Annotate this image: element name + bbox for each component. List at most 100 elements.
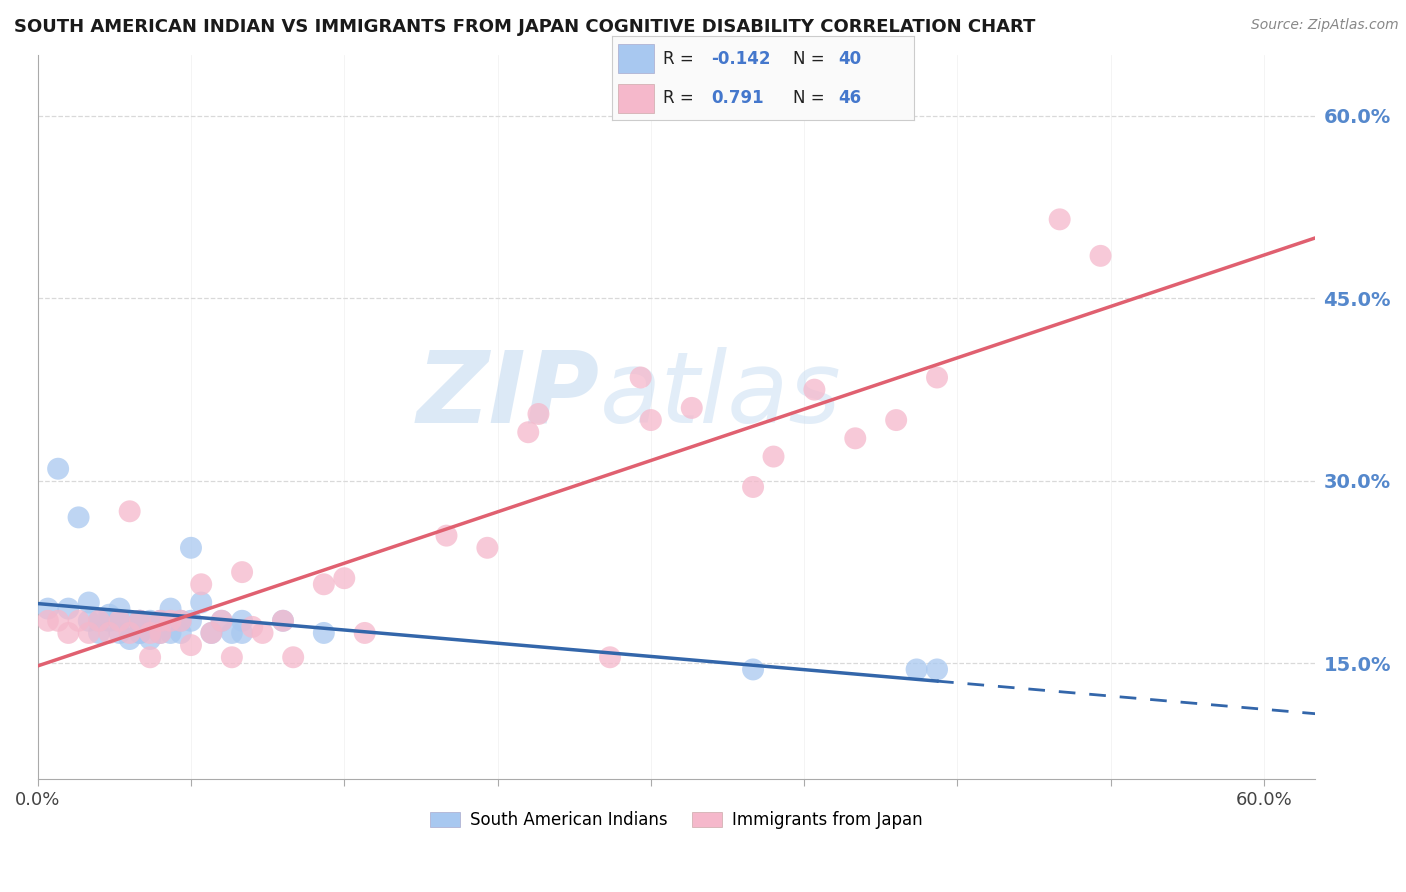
- Point: [517, 425, 540, 440]
- Point: [149, 626, 172, 640]
- Point: [681, 401, 703, 415]
- Point: [149, 626, 172, 640]
- Point: [925, 370, 948, 384]
- Point: [640, 413, 662, 427]
- Point: [925, 662, 948, 676]
- Point: [67, 614, 90, 628]
- Point: [37, 601, 59, 615]
- Text: atlas: atlas: [600, 347, 841, 444]
- FancyBboxPatch shape: [617, 45, 654, 73]
- Point: [1090, 249, 1112, 263]
- Point: [149, 614, 172, 628]
- Point: [180, 541, 202, 555]
- Point: [240, 620, 263, 634]
- Text: N =: N =: [793, 50, 830, 68]
- Text: R =: R =: [664, 89, 699, 107]
- Point: [128, 614, 150, 628]
- Point: [139, 650, 162, 665]
- Point: [118, 504, 141, 518]
- Point: [128, 614, 150, 628]
- Text: 46: 46: [838, 89, 862, 107]
- Point: [108, 614, 131, 628]
- Point: [170, 614, 193, 628]
- Point: [77, 595, 100, 609]
- Point: [180, 638, 202, 652]
- Point: [87, 614, 110, 628]
- Point: [170, 614, 193, 628]
- Point: [333, 571, 356, 585]
- Point: [108, 626, 131, 640]
- Point: [312, 626, 335, 640]
- Text: 0.791: 0.791: [711, 89, 763, 107]
- Point: [477, 541, 499, 555]
- Point: [221, 626, 243, 640]
- Point: [159, 614, 181, 628]
- Point: [159, 626, 181, 640]
- Text: SOUTH AMERICAN INDIAN VS IMMIGRANTS FROM JAPAN COGNITIVE DISABILITY CORRELATION : SOUTH AMERICAN INDIAN VS IMMIGRANTS FROM…: [14, 18, 1035, 36]
- Point: [884, 413, 907, 427]
- Point: [742, 662, 765, 676]
- Point: [67, 510, 90, 524]
- Legend: South American Indians, Immigrants from Japan: South American Indians, Immigrants from …: [423, 805, 929, 836]
- FancyBboxPatch shape: [617, 84, 654, 112]
- Point: [87, 626, 110, 640]
- Point: [200, 626, 222, 640]
- Text: 40: 40: [838, 50, 862, 68]
- Point: [170, 626, 193, 640]
- Point: [139, 632, 162, 646]
- Point: [312, 577, 335, 591]
- Point: [77, 626, 100, 640]
- Point: [149, 614, 172, 628]
- Point: [231, 614, 253, 628]
- Point: [139, 614, 162, 628]
- Point: [211, 614, 233, 628]
- Point: [742, 480, 765, 494]
- Point: [159, 601, 181, 615]
- Point: [46, 461, 69, 475]
- Point: [58, 626, 80, 640]
- Point: [630, 370, 652, 384]
- Point: [128, 614, 150, 628]
- Point: [139, 626, 162, 640]
- Point: [844, 431, 866, 445]
- Text: ZIP: ZIP: [416, 347, 600, 444]
- Point: [762, 450, 785, 464]
- Point: [252, 626, 274, 640]
- Point: [190, 577, 212, 591]
- Point: [599, 650, 621, 665]
- Point: [98, 614, 121, 628]
- Point: [527, 407, 550, 421]
- Point: [905, 662, 928, 676]
- Point: [108, 601, 131, 615]
- Point: [118, 632, 141, 646]
- Point: [98, 607, 121, 622]
- Point: [231, 565, 253, 579]
- Text: N =: N =: [793, 89, 830, 107]
- Point: [87, 614, 110, 628]
- Point: [200, 626, 222, 640]
- Text: R =: R =: [664, 50, 699, 68]
- Point: [221, 650, 243, 665]
- Point: [37, 614, 59, 628]
- Point: [180, 614, 202, 628]
- Point: [436, 528, 458, 542]
- Point: [271, 614, 294, 628]
- Text: Source: ZipAtlas.com: Source: ZipAtlas.com: [1251, 18, 1399, 32]
- Point: [211, 614, 233, 628]
- Point: [231, 626, 253, 640]
- Point: [803, 383, 825, 397]
- Point: [58, 601, 80, 615]
- Point: [118, 626, 141, 640]
- Point: [128, 626, 150, 640]
- Point: [128, 626, 150, 640]
- Point: [353, 626, 375, 640]
- Point: [46, 614, 69, 628]
- Point: [98, 626, 121, 640]
- Point: [1049, 212, 1071, 227]
- Point: [118, 614, 141, 628]
- Point: [108, 614, 131, 628]
- Text: -0.142: -0.142: [711, 50, 770, 68]
- Point: [283, 650, 305, 665]
- Point: [271, 614, 294, 628]
- Point: [77, 614, 100, 628]
